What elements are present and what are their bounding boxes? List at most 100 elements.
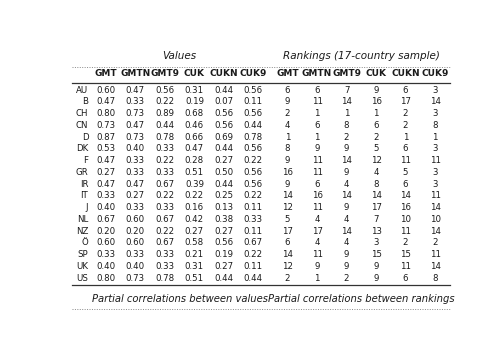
Text: 0.80: 0.80 bbox=[96, 109, 115, 118]
Text: 6: 6 bbox=[314, 121, 319, 130]
Text: 1: 1 bbox=[314, 109, 319, 118]
Text: 14: 14 bbox=[399, 191, 410, 200]
Text: AU: AU bbox=[76, 86, 88, 95]
Text: 2: 2 bbox=[343, 274, 349, 283]
Text: 0.22: 0.22 bbox=[155, 191, 174, 200]
Text: 2: 2 bbox=[373, 132, 378, 142]
Text: 0.19: 0.19 bbox=[214, 250, 233, 259]
Text: 0.33: 0.33 bbox=[155, 168, 174, 177]
Text: 0.60: 0.60 bbox=[96, 238, 115, 247]
Text: 11: 11 bbox=[399, 156, 410, 165]
Text: 6: 6 bbox=[402, 274, 407, 283]
Text: 2: 2 bbox=[431, 238, 437, 247]
Text: 11: 11 bbox=[429, 156, 440, 165]
Text: CUK: CUK bbox=[183, 69, 204, 78]
Text: 1: 1 bbox=[284, 132, 290, 142]
Text: 0.42: 0.42 bbox=[184, 215, 203, 224]
Text: 16: 16 bbox=[282, 168, 293, 177]
Text: 0.56: 0.56 bbox=[214, 121, 233, 130]
Text: CUKN: CUKN bbox=[209, 69, 238, 78]
Text: 13: 13 bbox=[370, 227, 381, 236]
Text: 0.56: 0.56 bbox=[243, 180, 263, 188]
Text: 0.16: 0.16 bbox=[184, 203, 203, 212]
Text: GMTN: GMTN bbox=[302, 69, 332, 78]
Text: 0.47: 0.47 bbox=[126, 180, 145, 188]
Text: 3: 3 bbox=[431, 168, 437, 177]
Text: 0.33: 0.33 bbox=[96, 250, 115, 259]
Text: 0.44: 0.44 bbox=[243, 274, 263, 283]
Text: 0.56: 0.56 bbox=[243, 144, 263, 153]
Text: IR: IR bbox=[80, 180, 88, 188]
Text: 0.51: 0.51 bbox=[184, 274, 203, 283]
Text: 1: 1 bbox=[373, 109, 378, 118]
Text: 16: 16 bbox=[399, 203, 410, 212]
Text: 0.11: 0.11 bbox=[243, 203, 263, 212]
Text: 6: 6 bbox=[402, 180, 407, 188]
Text: 1: 1 bbox=[402, 132, 407, 142]
Text: 16: 16 bbox=[311, 191, 322, 200]
Text: 1: 1 bbox=[314, 132, 319, 142]
Text: 0.13: 0.13 bbox=[214, 203, 233, 212]
Text: Ö: Ö bbox=[82, 238, 88, 247]
Text: 0.87: 0.87 bbox=[96, 132, 115, 142]
Text: 0.40: 0.40 bbox=[96, 203, 115, 212]
Text: CUK: CUK bbox=[365, 69, 386, 78]
Text: GMT9: GMT9 bbox=[332, 69, 360, 78]
Text: CUK9: CUK9 bbox=[239, 69, 267, 78]
Text: 11: 11 bbox=[311, 168, 322, 177]
Text: 2: 2 bbox=[402, 121, 407, 130]
Text: GR: GR bbox=[76, 168, 88, 177]
Text: 0.22: 0.22 bbox=[184, 191, 203, 200]
Text: 14: 14 bbox=[282, 191, 293, 200]
Text: 0.60: 0.60 bbox=[96, 86, 115, 95]
Text: CUKN: CUKN bbox=[390, 69, 419, 78]
Text: 0.31: 0.31 bbox=[184, 262, 203, 271]
Text: 0.27: 0.27 bbox=[96, 168, 115, 177]
Text: 11: 11 bbox=[311, 203, 322, 212]
Text: 4: 4 bbox=[314, 238, 319, 247]
Text: 0.27: 0.27 bbox=[184, 227, 203, 236]
Text: 6: 6 bbox=[314, 180, 319, 188]
Text: 0.40: 0.40 bbox=[126, 144, 145, 153]
Text: 4: 4 bbox=[343, 180, 349, 188]
Text: 11: 11 bbox=[399, 262, 410, 271]
Text: B: B bbox=[82, 97, 88, 106]
Text: CH: CH bbox=[76, 109, 88, 118]
Text: 9: 9 bbox=[285, 180, 290, 188]
Text: 0.21: 0.21 bbox=[184, 250, 203, 259]
Text: 0.11: 0.11 bbox=[243, 262, 263, 271]
Text: 14: 14 bbox=[429, 203, 440, 212]
Text: 0.33: 0.33 bbox=[96, 191, 115, 200]
Text: 12: 12 bbox=[282, 203, 293, 212]
Text: 0.67: 0.67 bbox=[96, 215, 115, 224]
Text: 0.07: 0.07 bbox=[214, 97, 233, 106]
Text: 0.60: 0.60 bbox=[126, 238, 145, 247]
Text: 0.51: 0.51 bbox=[184, 168, 203, 177]
Text: 9: 9 bbox=[343, 262, 349, 271]
Text: 0.25: 0.25 bbox=[214, 191, 233, 200]
Text: 0.46: 0.46 bbox=[184, 121, 203, 130]
Text: 6: 6 bbox=[402, 86, 407, 95]
Text: 9: 9 bbox=[373, 86, 378, 95]
Text: SP: SP bbox=[78, 250, 88, 259]
Text: 0.73: 0.73 bbox=[126, 109, 145, 118]
Text: 6: 6 bbox=[402, 144, 407, 153]
Text: 16: 16 bbox=[370, 97, 381, 106]
Text: 9: 9 bbox=[314, 262, 319, 271]
Text: IT: IT bbox=[81, 191, 88, 200]
Text: 4: 4 bbox=[373, 168, 378, 177]
Text: F: F bbox=[83, 156, 88, 165]
Text: 0.40: 0.40 bbox=[96, 262, 115, 271]
Text: NZ: NZ bbox=[76, 227, 88, 236]
Text: 0.89: 0.89 bbox=[155, 109, 174, 118]
Text: 6: 6 bbox=[284, 86, 290, 95]
Text: 0.33: 0.33 bbox=[126, 203, 145, 212]
Text: 6: 6 bbox=[314, 86, 319, 95]
Text: 0.33: 0.33 bbox=[155, 203, 174, 212]
Text: 1: 1 bbox=[343, 109, 349, 118]
Text: 0.22: 0.22 bbox=[155, 227, 174, 236]
Text: 14: 14 bbox=[429, 227, 440, 236]
Text: 0.33: 0.33 bbox=[126, 97, 145, 106]
Text: 0.67: 0.67 bbox=[155, 238, 174, 247]
Text: 17: 17 bbox=[311, 227, 322, 236]
